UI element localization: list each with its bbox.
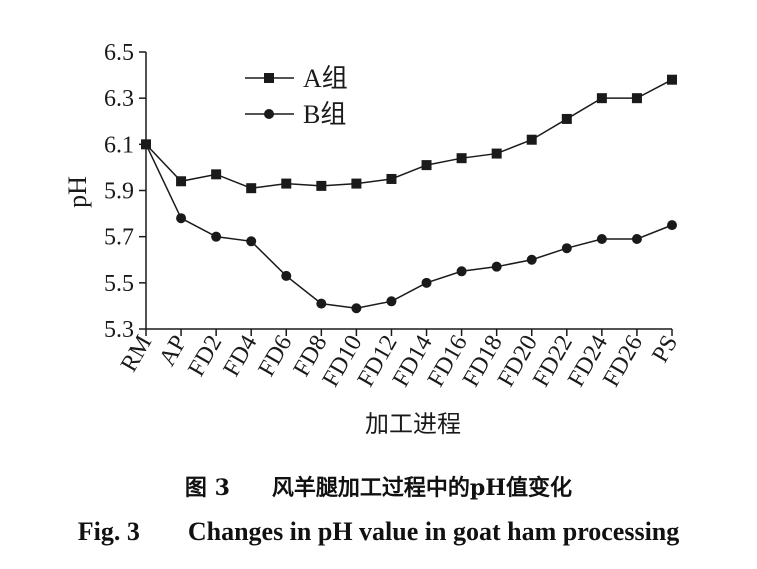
data-point: [421, 160, 432, 171]
y-tick-label: 5.5: [104, 271, 134, 297]
figure-number-en: Fig. 3: [77, 517, 140, 546]
y-axis-label: pH: [63, 176, 92, 208]
data-point: [667, 74, 677, 85]
data-point: [316, 298, 327, 309]
y-tick-label: 5.9: [104, 179, 134, 205]
y-tick-label: 6.3: [104, 86, 134, 112]
data-point: [596, 93, 607, 104]
legend-marker: [264, 73, 274, 83]
y-axis-ticks: 5.3 5.5 5.7 5.9 6.1 6.3 6.5: [104, 40, 146, 343]
series-line: [145, 79, 673, 189]
y-tick-label: 6.1: [104, 132, 134, 158]
y-tick-label: 6.5: [104, 40, 134, 66]
data-point: [246, 236, 257, 247]
data-point: [351, 178, 362, 189]
legend-label: B组: [303, 100, 346, 129]
data-point: [561, 113, 572, 124]
legend-label: A组: [303, 64, 348, 93]
data-point: [456, 266, 467, 277]
x-tick-label: FD4: [219, 331, 263, 381]
y-tick-label: 5.7: [104, 225, 134, 251]
figure-number-cn: 图 3: [184, 475, 230, 501]
figure-title-cn: 风羊腿加工过程中的pH值变化: [271, 475, 573, 501]
data-point: [561, 243, 572, 254]
figure-title-en: Changes in pH value in goat ham processi…: [187, 517, 680, 546]
data-point: [491, 261, 502, 272]
chart-axes: [145, 52, 672, 330]
x-axis-ticks: RMAPFD2FD4FD6FD8FD10FD12FD14FD16FD18FD20…: [116, 329, 683, 391]
data-point: [491, 148, 502, 159]
data-point: [351, 303, 362, 314]
data-point: [316, 180, 327, 191]
data-point: [246, 183, 257, 194]
data-point: [211, 231, 222, 242]
data-point: [456, 153, 467, 164]
chart-legend: A组 B组: [245, 64, 348, 129]
data-point: [281, 270, 292, 281]
x-axis-label: 加工进程: [365, 410, 461, 438]
data-point: [281, 178, 292, 189]
y-tick-label: 5.3: [104, 317, 134, 343]
series-line: [145, 144, 673, 309]
chart-series: [141, 74, 677, 314]
data-point: [526, 134, 537, 145]
data-point: [211, 169, 222, 180]
chart: 5.3 5.5 5.7 5.9 6.1 6.3 6.5 RMAPFD2FD4FD6FD8FD…: [63, 40, 683, 438]
legend-marker: [264, 109, 274, 119]
data-point: [386, 296, 397, 307]
data-point: [386, 173, 397, 184]
data-point: [421, 277, 432, 288]
data-point: [176, 213, 187, 224]
data-point: [526, 254, 537, 265]
data-point: [667, 220, 677, 231]
data-point: [631, 233, 642, 244]
data-point: [176, 176, 187, 187]
x-tick-label: FD2: [183, 331, 227, 381]
data-point: [141, 139, 151, 150]
figure-caption-en: Fig. 3 Changes in pH value in goat ham pr…: [0, 517, 757, 547]
data-point: [631, 93, 642, 104]
data-point: [596, 233, 607, 244]
series-b: [141, 139, 677, 314]
x-tick-label: PS: [647, 331, 683, 367]
figure-caption-cn: 图 3 风羊腿加工过程中的pH值变化: [0, 470, 757, 502]
series-a: [141, 74, 677, 194]
x-tick-label: FD6: [254, 331, 298, 381]
